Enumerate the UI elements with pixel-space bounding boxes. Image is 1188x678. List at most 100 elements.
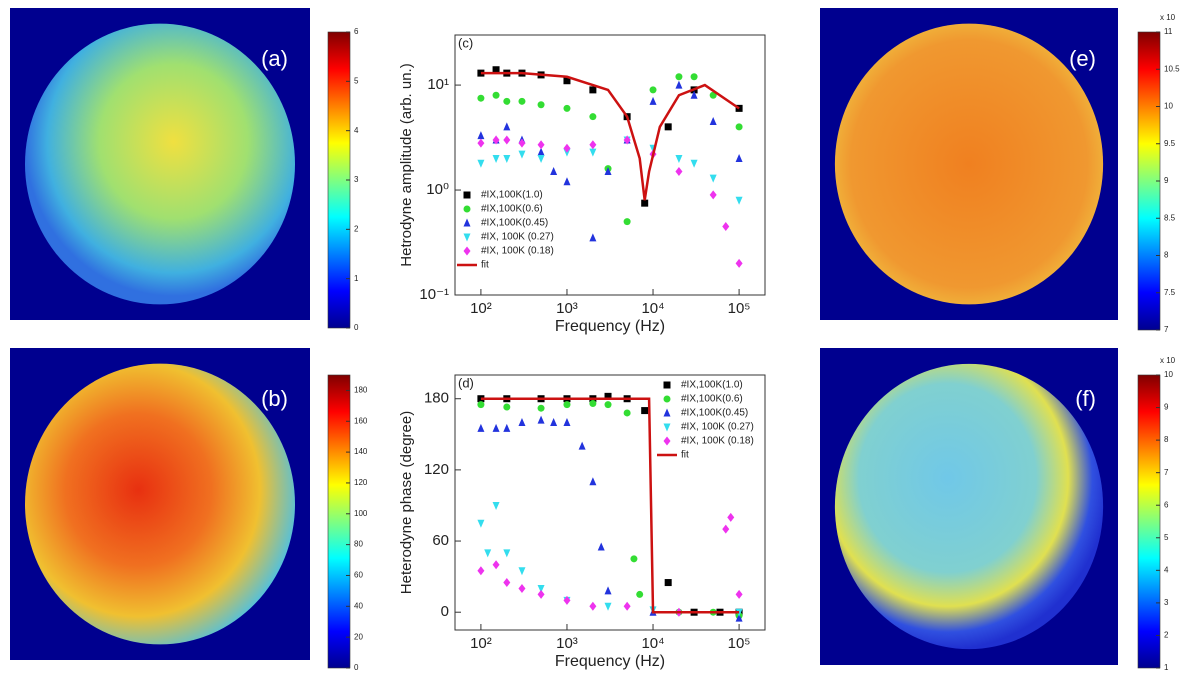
y-tick-label: 180: [424, 390, 449, 407]
colorbar-tick-label: 120: [354, 478, 368, 487]
point: [492, 91, 500, 99]
colorbar-tick-label: 8: [1164, 435, 1169, 444]
y-tick-label: 10⁻¹: [419, 286, 449, 303]
colorbar-tick-label: 9: [1164, 176, 1169, 185]
point: [550, 417, 558, 426]
point: [477, 519, 485, 528]
point: [518, 417, 526, 426]
x-tick-label: 10²: [470, 300, 492, 317]
point: [589, 140, 597, 150]
panel-label: (a): [261, 46, 288, 71]
map-disc: [25, 363, 295, 645]
point: [604, 401, 612, 409]
colorbar-tick-label: 0: [354, 663, 359, 672]
legend-label: #IX,100K(0.6): [481, 204, 543, 215]
point: [477, 423, 485, 432]
colorbar-tick-label: 8: [1164, 251, 1169, 260]
colorbar-tick-label: 7.5: [1164, 288, 1176, 297]
point: [589, 113, 597, 121]
x-tick-label: 10³: [556, 300, 578, 317]
colorbar-tick-label: 1: [1164, 663, 1169, 672]
point: [589, 601, 597, 611]
point: [537, 589, 545, 599]
point: [537, 140, 545, 150]
legend-swatch: [463, 205, 471, 213]
panel-label: (b): [261, 386, 288, 411]
point: [503, 403, 511, 411]
colorbar-tick-label: 160: [354, 416, 368, 425]
point: [503, 154, 511, 163]
y-tick-label: 60: [432, 532, 449, 549]
point: [690, 90, 698, 99]
colorbar-tick-label: 11: [1164, 27, 1173, 36]
point: [477, 131, 485, 140]
panel-label: (e): [1069, 46, 1096, 71]
legend-label: fit: [481, 260, 489, 271]
point: [623, 601, 631, 611]
map-disc: [25, 23, 295, 305]
legend-swatch: [663, 408, 671, 417]
x-tick-label: 10⁵: [728, 635, 751, 652]
colorbar-tick-label: 6: [1164, 500, 1169, 509]
point: [563, 143, 571, 153]
x-axis-label: Frequency (Hz): [555, 318, 665, 335]
point: [492, 135, 500, 145]
point: [589, 399, 597, 407]
point: [563, 77, 571, 85]
point: [537, 584, 545, 593]
point: [675, 167, 683, 177]
point: [604, 602, 612, 611]
legend-label: #IX, 100K (0.27): [681, 422, 754, 433]
point: [537, 101, 545, 109]
x-tick-label: 10⁴: [641, 635, 664, 652]
colorbar: [1137, 374, 1161, 669]
point: [735, 153, 743, 162]
colorbar-tick-label: 2: [1164, 631, 1169, 640]
point: [477, 159, 485, 168]
point: [492, 66, 500, 74]
point: [735, 196, 743, 205]
point: [636, 590, 644, 598]
panel-label: (f): [1075, 386, 1096, 411]
colorbar-tick-label: 0: [354, 323, 359, 332]
point: [623, 409, 631, 417]
legend-swatch: [663, 395, 671, 403]
y-axis-label: Hetrodyne amplitude (arb. un.): [398, 63, 415, 266]
y-tick-label: 10¹: [427, 76, 449, 93]
point: [649, 96, 657, 105]
map-disc: [834, 363, 1104, 650]
x-axis-label: Frequency (Hz): [555, 653, 665, 670]
legend-label: fit: [681, 450, 689, 461]
point: [709, 91, 717, 99]
point: [664, 123, 672, 131]
point: [503, 97, 511, 105]
point: [589, 86, 597, 94]
legend-swatch: [663, 436, 671, 446]
colorbar-tick-label: 140: [354, 447, 368, 456]
point: [709, 116, 717, 125]
point: [735, 258, 743, 268]
point: [563, 104, 571, 112]
point: [518, 97, 526, 105]
point: [589, 477, 597, 486]
fit-line: [480, 397, 740, 614]
point: [641, 407, 649, 415]
colorbar-tick-label: 9: [1164, 403, 1169, 412]
x-tick-label: 10³: [556, 635, 578, 652]
colorbar: [327, 374, 351, 669]
point: [675, 73, 683, 81]
point: [604, 586, 612, 595]
colorbar-tick-label: 3: [1164, 598, 1169, 607]
colorbar-tick-label: 20: [354, 632, 363, 641]
point: [492, 423, 500, 432]
legend-label: #IX, 100K (0.18): [681, 436, 754, 447]
legend-swatch: [663, 423, 671, 432]
x-tick-label: 10⁵: [728, 300, 751, 317]
point: [623, 218, 631, 226]
y-tick-label: 0: [441, 603, 449, 620]
point: [578, 441, 586, 450]
legend-label: #IX,100K(0.6): [681, 394, 743, 405]
point: [735, 613, 743, 622]
y-tick-label: 10⁰: [426, 181, 449, 198]
